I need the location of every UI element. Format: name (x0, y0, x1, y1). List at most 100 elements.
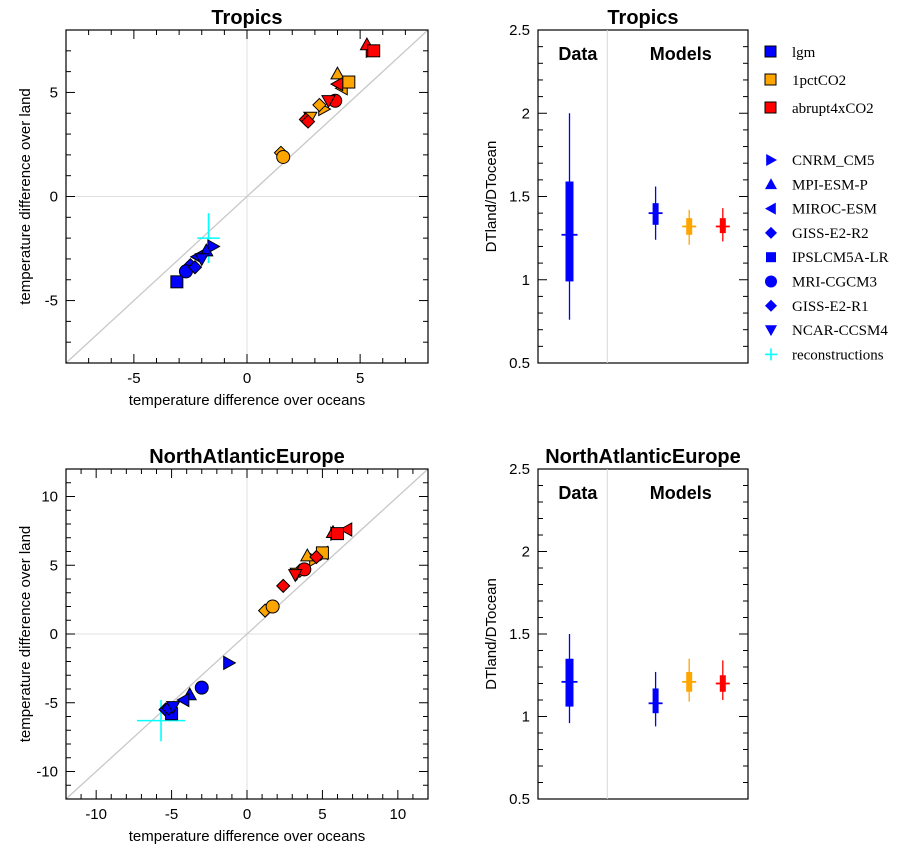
y-tick-label: 5 (50, 84, 58, 101)
data-point (265, 599, 280, 614)
data-point (321, 95, 336, 109)
chart-title: Tropics (211, 7, 282, 29)
y-tick-label: 10 (41, 489, 58, 506)
data-point (194, 253, 210, 267)
legend-item: MRI-CGCM3 (765, 275, 877, 291)
group-label-data: Data (558, 483, 598, 503)
legend-label: MRI-CGCM3 (792, 275, 877, 291)
x-tick-label: -5 (165, 806, 178, 823)
data-point (170, 275, 184, 289)
x-tick-label: 0 (243, 370, 251, 387)
chart-title: NorthAtlanticEurope (149, 446, 345, 468)
legend-marker (766, 252, 776, 263)
data-point (339, 522, 353, 537)
legend-item: IPSLCM5A-LR (766, 250, 889, 266)
legend-label: GISS-E2-R1 (792, 299, 869, 315)
legend-marker (765, 325, 777, 337)
chart-title: Tropics (607, 7, 678, 29)
data-point (300, 114, 316, 129)
data-point (194, 680, 209, 695)
y-tick-label: -10 (36, 764, 58, 781)
data-point (331, 527, 344, 541)
legend-item: CNRM_CM5 (766, 153, 875, 169)
legend-swatch (764, 45, 777, 58)
group-label-models: Models (650, 44, 712, 64)
group-label-data: Data (558, 44, 598, 64)
x-tick-label: 5 (356, 370, 364, 387)
data-point (187, 260, 203, 275)
legend-label: NCAR-CCSM4 (792, 323, 888, 339)
y-axis-label: DTland/DTocean (483, 578, 500, 690)
y-tick-label: 1 (522, 709, 530, 726)
x-tick-label: 5 (318, 806, 326, 823)
legend-item: GISS-E2-R2 (765, 226, 869, 242)
legend-label: IPSLCM5A-LR (792, 250, 889, 266)
y-tick-label: 1 (522, 272, 530, 289)
legend-marker (766, 154, 777, 166)
data-point (276, 149, 291, 164)
y-tick-label: 2.5 (509, 22, 530, 39)
data-point (329, 76, 344, 92)
legend-label: MIROC-ESM (792, 202, 877, 218)
y-tick-label: 0 (50, 189, 58, 206)
group-label-models: Models (650, 483, 712, 503)
legend-swatch (764, 73, 777, 86)
legend-item: MPI-ESM-P (765, 177, 868, 193)
y-tick-label: 1.5 (509, 626, 530, 643)
legend: lgm 1pctCO2 abrupt4xCO2 CNRM_CM5 MPI-ESM-P MI… (764, 45, 889, 363)
legend-swatch (764, 101, 777, 114)
scatter-panel: -5 0 5 -5 0 5 Tropics temperature difference ov… (17, 7, 429, 409)
data-point (287, 569, 303, 583)
legend-label: 1pctCO2 (792, 73, 846, 89)
y-tick-label: 2.5 (509, 461, 530, 478)
legend-marker (765, 226, 777, 239)
legend-item: NCAR-CCSM4 (765, 323, 888, 339)
box-body (565, 181, 574, 282)
data-point (342, 75, 356, 89)
one-to-one-line (65, 468, 429, 800)
data-point (330, 66, 345, 80)
legend-label: lgm (792, 45, 816, 61)
chart-title: NorthAtlanticEurope (545, 446, 741, 468)
y-tick-label: 0.5 (509, 791, 530, 808)
y-axis-label: DTland/DTocean (483, 141, 500, 253)
box-body (652, 688, 659, 714)
y-tick-label: 0 (50, 626, 58, 643)
data-point (309, 549, 324, 565)
legend-item: MIROC-ESM (765, 202, 877, 218)
y-axis-label: temperature difference over land (17, 88, 34, 305)
legend-label: MPI-ESM-P (792, 177, 868, 193)
x-tick-label: 10 (389, 806, 406, 823)
x-axis-label: temperature difference over oceans (129, 392, 366, 409)
legend-marker (765, 178, 777, 190)
legend-marker (765, 202, 776, 215)
data-point (223, 655, 237, 671)
data-point (367, 44, 381, 58)
x-axis-label: temperature difference over oceans (129, 828, 366, 845)
box-panel: 0.5 1 1.5 2 2.5 NorthAtlanticEurope DTland/DTo… (483, 446, 749, 808)
data-point (275, 578, 291, 594)
legend-label: reconstructions (792, 347, 884, 363)
legend-item: GISS-E2-R1 (765, 299, 869, 315)
one-to-one-line (65, 29, 429, 364)
y-tick-label: 2 (522, 105, 530, 122)
box-panel: 0.5 1 1.5 2 2.5 Tropics DTland/DTocean Data Mode… (483, 7, 749, 372)
x-tick-label: 0 (243, 806, 251, 823)
y-tick-label: 2 (522, 544, 530, 561)
y-tick-label: -5 (45, 695, 58, 712)
data-point (312, 97, 327, 113)
y-tick-label: 5 (50, 557, 58, 574)
data-point (176, 692, 190, 708)
y-axis-label: temperature difference over land (17, 526, 34, 743)
legend-item-reconstructions: reconstructions (765, 347, 884, 363)
legend-label: abrupt4xCO2 (792, 101, 874, 117)
legend-marker (765, 299, 777, 312)
x-tick-label: -5 (127, 370, 140, 387)
scatter-panel: -10 -5 0 5 10 -10 -5 0 5 10 NorthAtlanticEurope tem… (17, 446, 429, 845)
legend-label: GISS-E2-R2 (792, 226, 869, 242)
y-tick-label: -5 (45, 293, 58, 310)
y-tick-label: 0.5 (509, 355, 530, 372)
legend-label: CNRM_CM5 (792, 153, 875, 169)
data-point (165, 701, 181, 715)
